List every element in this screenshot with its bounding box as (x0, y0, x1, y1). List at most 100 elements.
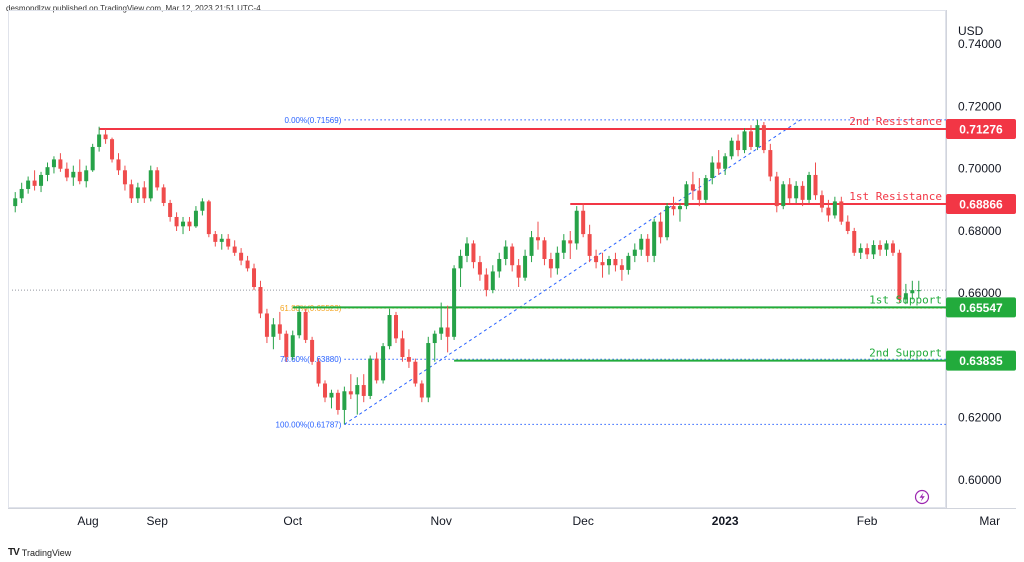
candle-body (665, 206, 670, 238)
candle-body (84, 170, 89, 182)
candle-body (361, 385, 366, 396)
candle-body (736, 140, 741, 151)
y-tick-label: 0.60000 (958, 473, 1002, 487)
candle-body (413, 361, 418, 384)
candle-body (645, 238, 650, 256)
x-tick-label: Feb (857, 514, 878, 528)
candle-body (110, 139, 115, 160)
candle-body (619, 265, 624, 270)
candle-body (897, 252, 902, 300)
candle-body (252, 268, 257, 288)
candle-body (858, 248, 863, 253)
candle-body (335, 392, 340, 410)
candle-body (626, 255, 631, 270)
candle-body (419, 383, 424, 398)
candle-body (471, 243, 476, 263)
candle-body (135, 187, 140, 199)
candle-body (800, 185, 805, 200)
candle-body (297, 311, 302, 336)
candle-body (535, 237, 540, 241)
footer-brand: TV TradingView (8, 547, 71, 558)
lightning-icon[interactable] (914, 489, 930, 505)
candle-body (277, 324, 282, 334)
candle-body (219, 238, 224, 242)
candle-body (561, 240, 566, 253)
candle-body (632, 249, 637, 256)
candle-body (523, 255, 528, 278)
candle-body (807, 174, 812, 200)
candle-body (477, 262, 482, 275)
candle-body (852, 230, 857, 253)
candle-body (826, 207, 831, 216)
fib-level-label: 61.80%(0.65523) (280, 304, 342, 313)
candle-body (161, 187, 166, 203)
candle-body (355, 385, 360, 395)
candle-body (226, 238, 231, 247)
candle-body (142, 187, 147, 199)
candle-body (45, 167, 50, 175)
candle-body (542, 240, 547, 259)
candle-body (613, 259, 618, 266)
candle-body (458, 255, 463, 269)
candle-body (368, 358, 373, 396)
candle-body (245, 260, 250, 269)
candle-body (677, 206, 682, 210)
x-tick-label: Dec (572, 514, 593, 528)
x-tick-label: Aug (77, 514, 98, 528)
candle-body (264, 313, 269, 337)
candle-body (284, 333, 289, 358)
candle-body (761, 125, 766, 151)
candle-body (697, 190, 702, 200)
price-label-text: 0.65547 (959, 301, 1003, 315)
plot-border (8, 10, 946, 508)
candle-body (129, 184, 134, 199)
candle-body (19, 188, 24, 199)
level-name-label: 1st Support (869, 293, 942, 306)
x-tick-label: Mar (979, 514, 1000, 528)
candle-body (755, 125, 760, 147)
x-tick-label: Sep (147, 514, 169, 528)
candle-body (116, 159, 121, 171)
candle-body (787, 184, 792, 199)
candle-body (148, 170, 153, 199)
candle-body (77, 171, 82, 182)
candle-body (878, 244, 883, 250)
level-name-label: 2nd Support (869, 347, 942, 360)
candle-body (58, 159, 63, 169)
candle-body (426, 343, 431, 398)
candle-body (594, 255, 599, 263)
tradingview-logo-icon: TV (8, 547, 20, 558)
candle-body (503, 246, 508, 259)
candle-body (723, 156, 728, 169)
candle-body (181, 221, 186, 227)
candle-body (452, 268, 457, 337)
candle-body (813, 174, 818, 196)
candle-body (871, 244, 876, 255)
candle-body (387, 315, 392, 347)
fib-level-label: 0.00%(0.71569) (284, 116, 341, 125)
y-axis-unit: USD (958, 24, 984, 38)
candle-body (290, 335, 295, 358)
candle-body (374, 358, 379, 381)
candle-body (832, 201, 837, 216)
price-label-text: 0.71276 (959, 123, 1003, 137)
candle-body (432, 333, 437, 344)
candle-body (587, 234, 592, 256)
candle-body (323, 383, 328, 398)
price-label-text: 0.68866 (959, 198, 1003, 212)
candle-body (639, 238, 644, 250)
candle-body (690, 184, 695, 191)
candle-body (729, 140, 734, 157)
candle-body (239, 252, 244, 261)
x-tick-label: Oct (283, 514, 302, 528)
candle-body (200, 201, 205, 211)
candle-body (865, 248, 870, 255)
candle-body (742, 131, 747, 151)
y-tick-label: 0.66000 (958, 286, 1002, 300)
candle-body (394, 315, 399, 339)
candle-body (652, 221, 657, 256)
y-tick-label: 0.68000 (958, 224, 1002, 238)
candle-body (213, 234, 218, 242)
price-label-box: 0.68866 (946, 194, 1016, 215)
